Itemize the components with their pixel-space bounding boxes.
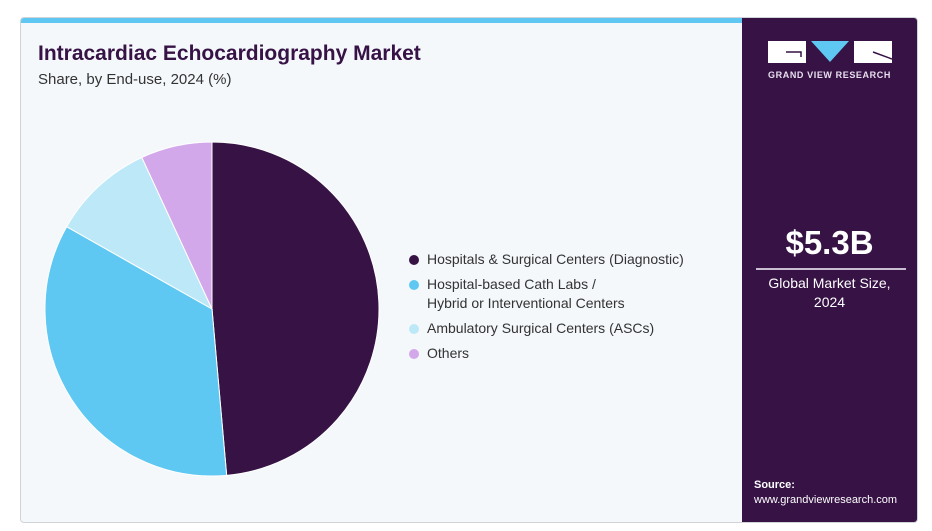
legend-label: Hybrid or Interventional Centers bbox=[427, 295, 625, 311]
legend-item: Hospitals & Surgical Centers (Diagnostic… bbox=[409, 250, 684, 269]
chart-subtitle: Share, by End-use, 2024 (%) bbox=[38, 71, 232, 88]
legend-swatch bbox=[409, 280, 419, 290]
legend-label: Hospital-based Cath Labs / bbox=[427, 276, 596, 292]
divider bbox=[756, 268, 906, 270]
legend-item: Ambulatory Surgical Centers (ASCs) bbox=[409, 319, 684, 338]
pie-slice-2 bbox=[65, 156, 214, 311]
legend: Hospitals & Surgical Centers (Diagnostic… bbox=[409, 250, 684, 369]
pie-slice-1 bbox=[44, 226, 228, 477]
market-size-label-line1: Global Market Size, bbox=[768, 275, 891, 291]
market-size-label-line2: 2024 bbox=[813, 294, 846, 310]
chart-title: Intracardiac Echocardiography Market bbox=[38, 42, 421, 65]
legend-item: Hospital-based Cath Labs / Hybrid or Inte… bbox=[409, 275, 684, 313]
gvr-logo bbox=[768, 41, 892, 63]
market-size-label: Global Market Size, 2024 bbox=[742, 274, 917, 312]
legend-swatch bbox=[409, 349, 419, 359]
pie-chart bbox=[44, 141, 380, 477]
source-url[interactable]: www.grandviewresearch.com bbox=[754, 494, 898, 506]
brand-name: GRAND VIEW RESEARCH bbox=[768, 70, 891, 80]
legend-label: Hospitals & Surgical Centers (Diagnostic… bbox=[427, 251, 684, 267]
legend-label: Ambulatory Surgical Centers (ASCs) bbox=[427, 320, 655, 336]
legend-item: Others bbox=[409, 344, 684, 363]
legend-swatch bbox=[409, 324, 419, 334]
source-label: Source: bbox=[754, 479, 795, 491]
market-size-value: $5.3B bbox=[785, 224, 874, 261]
pie-slice-0 bbox=[211, 141, 380, 476]
legend-label: Others bbox=[427, 345, 470, 361]
accent-strip bbox=[21, 18, 742, 23]
summary-panel: GRAND VIEW RESEARCH $5.3B Global Market … bbox=[742, 18, 917, 522]
legend-swatch bbox=[409, 255, 419, 265]
pie-slice-3 bbox=[141, 141, 213, 310]
chart-card: Intracardiac Echocardiography Market Sha… bbox=[20, 17, 918, 523]
